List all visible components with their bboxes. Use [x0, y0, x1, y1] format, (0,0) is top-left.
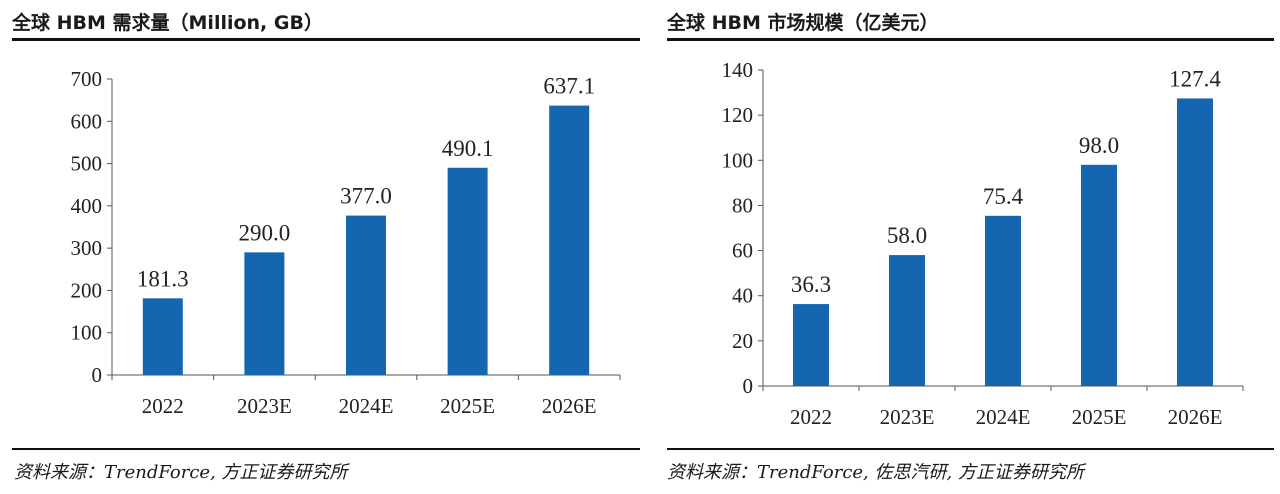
- y-tick-label: 0: [92, 363, 103, 387]
- y-tick-label: 700: [71, 67, 103, 91]
- source-rule: [12, 448, 640, 450]
- data-label: 75.4: [983, 184, 1024, 209]
- x-tick-label: 2026E: [1168, 405, 1223, 429]
- chart-title: 全球 HBM 市场规模（亿美元）: [667, 12, 939, 34]
- data-label: 127.4: [1169, 66, 1221, 91]
- y-tick-label: 20: [732, 329, 753, 353]
- x-tick-label: 2025E: [1072, 405, 1127, 429]
- x-tick-label: 2022: [790, 405, 832, 429]
- bar: [346, 215, 386, 375]
- data-label: 290.0: [239, 220, 291, 245]
- y-tick-label: 140: [722, 58, 754, 82]
- data-label: 637.1: [543, 74, 595, 99]
- data-label: 181.3: [137, 266, 189, 291]
- y-tick-label: 200: [71, 278, 103, 302]
- chart-title: 全球 HBM 需求量（Million, GB）: [12, 12, 323, 34]
- bar: [1177, 98, 1213, 386]
- title-rule: [667, 38, 1274, 41]
- source-note: 资料来源：TrendForce, 佐思汽研, 方正证券研究所: [667, 462, 1084, 483]
- data-label: 490.1: [442, 136, 494, 161]
- source-note: 资料来源：TrendForce, 方正证券研究所: [14, 462, 348, 483]
- data-label: 58.0: [887, 223, 927, 248]
- y-tick-label: 0: [743, 374, 754, 398]
- bar: [244, 252, 285, 375]
- bar: [549, 105, 590, 375]
- data-label: 98.0: [1079, 133, 1119, 158]
- bar: [889, 255, 925, 386]
- x-tick-label: 2025E: [440, 394, 495, 418]
- y-tick-label: 100: [722, 148, 754, 172]
- y-tick-label: 400: [71, 194, 103, 218]
- x-tick-label: 2022: [142, 394, 184, 418]
- bar: [142, 298, 183, 375]
- y-tick-label: 600: [71, 109, 103, 133]
- title-rule: [12, 38, 640, 41]
- bar-chart-demand: 0 100 200 300 400 500 600 700 181.3 2022 290.0 2023…: [71, 67, 621, 418]
- y-tick-label: 120: [722, 103, 754, 127]
- x-tick-label: 2024E: [339, 394, 394, 418]
- y-tick-label: 500: [71, 152, 103, 176]
- data-label: 377.0: [340, 184, 392, 209]
- bar: [1081, 164, 1117, 386]
- y-tick-label: 60: [732, 239, 753, 263]
- y-tick-label: 40: [732, 284, 753, 308]
- source-rule: [667, 448, 1274, 450]
- bar: [985, 215, 1021, 386]
- y-tick-label: 100: [71, 321, 103, 345]
- y-tick-label: 300: [71, 236, 103, 260]
- x-tick-label: 2023E: [880, 405, 935, 429]
- y-tick-label: 80: [732, 193, 753, 217]
- x-tick-label: 2026E: [542, 394, 597, 418]
- bar: [793, 304, 829, 386]
- bar-chart-market-size: 0 20 40 60 80 100 120 140 36.3 2022 58.0 2023E 75.4 2…: [722, 58, 1244, 429]
- data-label: 36.3: [791, 272, 831, 297]
- x-tick-label: 2024E: [976, 405, 1031, 429]
- bar: [447, 167, 488, 375]
- x-tick-label: 2023E: [237, 394, 292, 418]
